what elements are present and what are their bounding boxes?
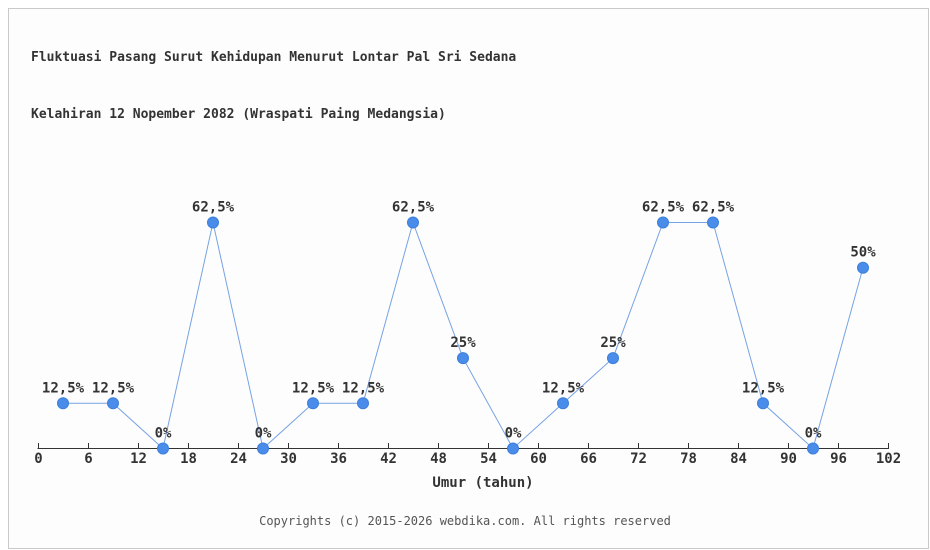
data-point xyxy=(807,442,819,455)
data-point xyxy=(207,216,219,229)
x-axis-tick-label: 42 xyxy=(380,451,397,467)
data-point-label: 50% xyxy=(850,245,876,261)
data-point xyxy=(157,442,169,455)
data-point xyxy=(407,216,419,229)
x-axis-tick-label: 6 xyxy=(84,451,92,467)
x-axis-tick-label: 54 xyxy=(480,451,497,467)
data-point-label: 62,5% xyxy=(192,200,235,216)
data-point-label: 12,5% xyxy=(92,380,135,396)
x-axis-tick-label: 0 xyxy=(34,451,42,467)
x-axis-tick-label: 72 xyxy=(630,451,647,467)
data-point xyxy=(857,261,869,274)
data-point xyxy=(657,216,669,229)
x-axis-tick-label: 12 xyxy=(130,451,147,467)
data-point-label: 0% xyxy=(155,426,172,442)
chart-title-line1: Fluktuasi Pasang Surut Kehidupan Menurut… xyxy=(31,50,517,65)
data-point xyxy=(457,352,469,365)
data-point xyxy=(757,397,769,410)
data-point xyxy=(57,397,69,410)
data-point-label: 0% xyxy=(255,426,272,442)
x-axis-tick-label: 30 xyxy=(280,451,297,467)
data-point xyxy=(607,352,619,365)
data-point xyxy=(507,442,519,455)
data-point-label: 12,5% xyxy=(292,380,335,396)
data-point xyxy=(357,397,369,410)
data-point-label: 12,5% xyxy=(42,380,85,396)
data-point-label: 62,5% xyxy=(642,200,685,216)
data-point-label: 12,5% xyxy=(742,380,785,396)
x-axis-tick-label: 96 xyxy=(830,451,847,467)
data-point-label: 0% xyxy=(805,426,822,442)
chart-title-line2: Kelahiran 12 Nopember 2082 (Wraspati Pai… xyxy=(31,107,446,122)
data-point-label: 25% xyxy=(450,335,476,351)
data-point-label: 25% xyxy=(600,335,626,351)
data-point xyxy=(707,216,719,229)
data-point xyxy=(307,397,319,410)
data-point-label: 12,5% xyxy=(542,380,585,396)
x-axis-tick-label: 90 xyxy=(780,451,797,467)
x-axis-tick-label: 78 xyxy=(680,451,697,467)
data-point-label: 12,5% xyxy=(342,380,385,396)
data-point xyxy=(557,397,569,410)
x-axis-tick-label: 60 xyxy=(530,451,547,467)
x-axis-tick-label: 66 xyxy=(580,451,597,467)
chart-title: Fluktuasi Pasang Surut Kehidupan Menurut… xyxy=(31,10,516,143)
chart-panel xyxy=(8,8,929,549)
x-axis-label: Umur (tahun) xyxy=(432,475,533,491)
x-axis-tick-label: 84 xyxy=(730,451,747,467)
data-point-label: 62,5% xyxy=(392,200,435,216)
x-axis-tick-label: 36 xyxy=(330,451,347,467)
copyright-text: Copyrights (c) 2015-2026 webdika.com. Al… xyxy=(259,514,671,528)
data-point xyxy=(107,397,119,410)
x-axis-tick-label: 102 xyxy=(876,451,901,467)
data-point-label: 62,5% xyxy=(692,200,735,216)
x-axis-tick-label: 18 xyxy=(180,451,197,467)
data-point-label: 0% xyxy=(505,426,522,442)
x-axis-tick-label: 24 xyxy=(230,451,247,467)
x-axis-tick-label: 48 xyxy=(430,451,447,467)
data-point xyxy=(257,442,269,455)
